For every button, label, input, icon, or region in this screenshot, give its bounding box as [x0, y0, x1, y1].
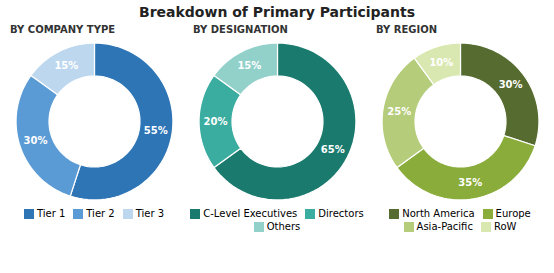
html-text:Breakdown of Primary Participa: Breakdown of Primary Participants [139, 4, 415, 20]
html-text:C-Level Executives: C-Level Executives [203, 208, 298, 219]
svg-text:55%: 55% [144, 125, 168, 136]
svg-text:25%: 25% [387, 106, 411, 117]
html-text:North America: North America [402, 208, 475, 219]
html-text:BY COMPANY TYPE: BY COMPANY TYPE [10, 24, 116, 35]
html-text:BY DESIGNATION: BY DESIGNATION [193, 24, 288, 35]
html-text:Europe: Europe [495, 208, 531, 219]
svg-text:35%: 35% [458, 177, 482, 188]
svg-text:30%: 30% [499, 79, 523, 90]
svg-text:15%: 15% [54, 60, 78, 71]
html-text:Others: Others [266, 221, 301, 232]
svg-text:20%: 20% [204, 116, 228, 127]
html-text:Directors: Directors [318, 208, 364, 219]
html-text:BY REGION: BY REGION [376, 24, 438, 35]
svg-text:30%: 30% [24, 135, 48, 146]
html-text:Tier 1: Tier 1 [36, 208, 66, 219]
html-text:RoW: RoW [493, 221, 517, 232]
svg-text:10%: 10% [429, 57, 453, 68]
html-text:Tier 3: Tier 3 [135, 208, 165, 219]
html-text:Tier 2: Tier 2 [86, 208, 115, 219]
svg-text:65%: 65% [321, 144, 345, 155]
svg-text:15%: 15% [237, 60, 261, 71]
html-text:Asia-Pacific: Asia-Pacific [416, 221, 473, 232]
